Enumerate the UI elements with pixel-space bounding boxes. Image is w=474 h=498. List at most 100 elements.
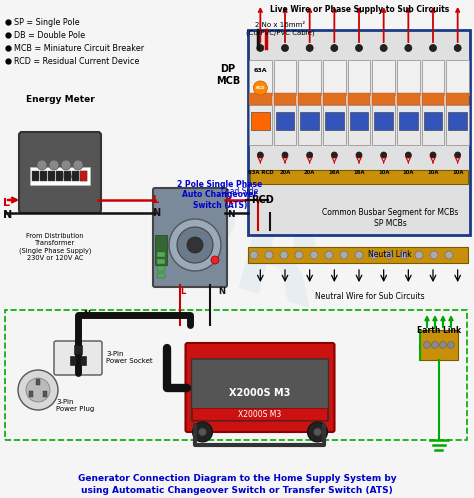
- FancyBboxPatch shape: [191, 359, 328, 421]
- Text: Neutal Link: Neutal Link: [368, 250, 412, 259]
- Text: DB = Double Pole: DB = Double Pole: [14, 30, 85, 39]
- Text: Common Busbar Segment for MCBs
SP MCBs: Common Busbar Segment for MCBs SP MCBs: [322, 208, 458, 228]
- Bar: [373, 60, 395, 95]
- Bar: [248, 30, 470, 235]
- Bar: [273, 60, 296, 95]
- Circle shape: [439, 342, 447, 349]
- Bar: [420, 330, 458, 360]
- Circle shape: [340, 251, 348, 259]
- Circle shape: [37, 160, 47, 170]
- Bar: [273, 105, 296, 145]
- Circle shape: [415, 251, 423, 259]
- Bar: [323, 60, 346, 95]
- Text: N: N: [83, 310, 90, 319]
- Bar: [5, 310, 467, 440]
- Circle shape: [253, 81, 267, 95]
- Bar: [36, 379, 40, 385]
- Bar: [30, 167, 90, 185]
- Text: RCD = Residual Current Device: RCD = Residual Current Device: [14, 56, 139, 66]
- Text: X2000S M3: X2000S M3: [238, 409, 282, 418]
- Circle shape: [169, 219, 221, 271]
- Bar: [325, 112, 344, 130]
- Bar: [251, 112, 270, 130]
- Bar: [157, 252, 165, 257]
- Bar: [56, 171, 63, 181]
- Bar: [373, 93, 395, 105]
- Bar: [399, 112, 418, 130]
- Bar: [298, 105, 321, 145]
- Circle shape: [257, 152, 264, 158]
- Bar: [347, 105, 370, 145]
- Text: X2000S M3: X2000S M3: [229, 387, 291, 397]
- Text: Load Side: Load Side: [221, 187, 259, 196]
- Circle shape: [265, 251, 273, 259]
- Text: BR: BR: [141, 186, 333, 334]
- Text: From Distribution
Transformer
(Single Phase Supply)
230V or 120V AC: From Distribution Transformer (Single Ph…: [19, 233, 91, 260]
- Circle shape: [423, 342, 430, 349]
- Circle shape: [73, 160, 83, 170]
- Circle shape: [356, 152, 362, 158]
- Bar: [298, 60, 321, 95]
- Circle shape: [331, 152, 337, 158]
- Circle shape: [429, 44, 437, 51]
- Circle shape: [310, 251, 318, 259]
- Circle shape: [313, 428, 321, 436]
- Bar: [250, 170, 468, 184]
- Text: 63A RCD: 63A RCD: [247, 170, 273, 175]
- Bar: [422, 105, 444, 145]
- Circle shape: [177, 227, 213, 263]
- FancyBboxPatch shape: [153, 188, 227, 287]
- Circle shape: [250, 251, 258, 259]
- Circle shape: [381, 152, 387, 158]
- Bar: [276, 112, 294, 130]
- Text: 16A: 16A: [328, 170, 340, 175]
- Text: 3-Pin
Power Plug: 3-Pin Power Plug: [56, 398, 94, 411]
- Text: 2 No x 16mm²
(Cu/PVC/PVC Cable): 2 No x 16mm² (Cu/PVC/PVC Cable): [246, 22, 314, 35]
- Bar: [43, 391, 47, 397]
- Circle shape: [430, 251, 438, 259]
- Bar: [424, 112, 442, 130]
- Text: Generator Connection Diagram to the Home Supply System by: Generator Connection Diagram to the Home…: [78, 474, 396, 483]
- Bar: [273, 93, 296, 105]
- Bar: [298, 93, 321, 105]
- Bar: [80, 171, 87, 181]
- Bar: [248, 247, 468, 263]
- Bar: [350, 112, 368, 130]
- Circle shape: [49, 160, 59, 170]
- Circle shape: [192, 422, 212, 442]
- Circle shape: [187, 237, 203, 253]
- Bar: [155, 235, 167, 265]
- FancyBboxPatch shape: [54, 341, 102, 375]
- Text: L: L: [3, 198, 10, 208]
- Bar: [447, 93, 469, 105]
- Circle shape: [430, 152, 436, 158]
- Text: 63A: 63A: [254, 68, 267, 73]
- Circle shape: [295, 251, 303, 259]
- Bar: [447, 60, 469, 95]
- Bar: [249, 60, 272, 95]
- Text: 10A: 10A: [378, 170, 390, 175]
- Text: 20A: 20A: [279, 170, 291, 175]
- Bar: [373, 105, 395, 145]
- Circle shape: [18, 370, 58, 410]
- Bar: [157, 266, 165, 271]
- Text: Neutral Wire for Sub Circuits: Neutral Wire for Sub Circuits: [315, 292, 425, 301]
- Text: using Automatic Changeover Switch or Transfer Switch (ATS): using Automatic Changeover Switch or Tra…: [81, 486, 393, 495]
- Bar: [347, 60, 370, 95]
- Circle shape: [356, 44, 363, 51]
- Bar: [70, 356, 76, 365]
- Circle shape: [325, 251, 333, 259]
- Bar: [32, 171, 39, 181]
- Circle shape: [380, 44, 387, 51]
- Text: kWh: kWh: [63, 173, 78, 179]
- Text: 20A: 20A: [304, 170, 315, 175]
- Circle shape: [308, 422, 328, 442]
- Circle shape: [400, 251, 408, 259]
- Text: DP
MCB: DP MCB: [216, 64, 240, 86]
- Circle shape: [61, 160, 71, 170]
- Bar: [192, 408, 328, 420]
- Bar: [249, 93, 272, 105]
- Bar: [249, 105, 272, 145]
- Circle shape: [26, 378, 50, 402]
- Circle shape: [211, 256, 219, 264]
